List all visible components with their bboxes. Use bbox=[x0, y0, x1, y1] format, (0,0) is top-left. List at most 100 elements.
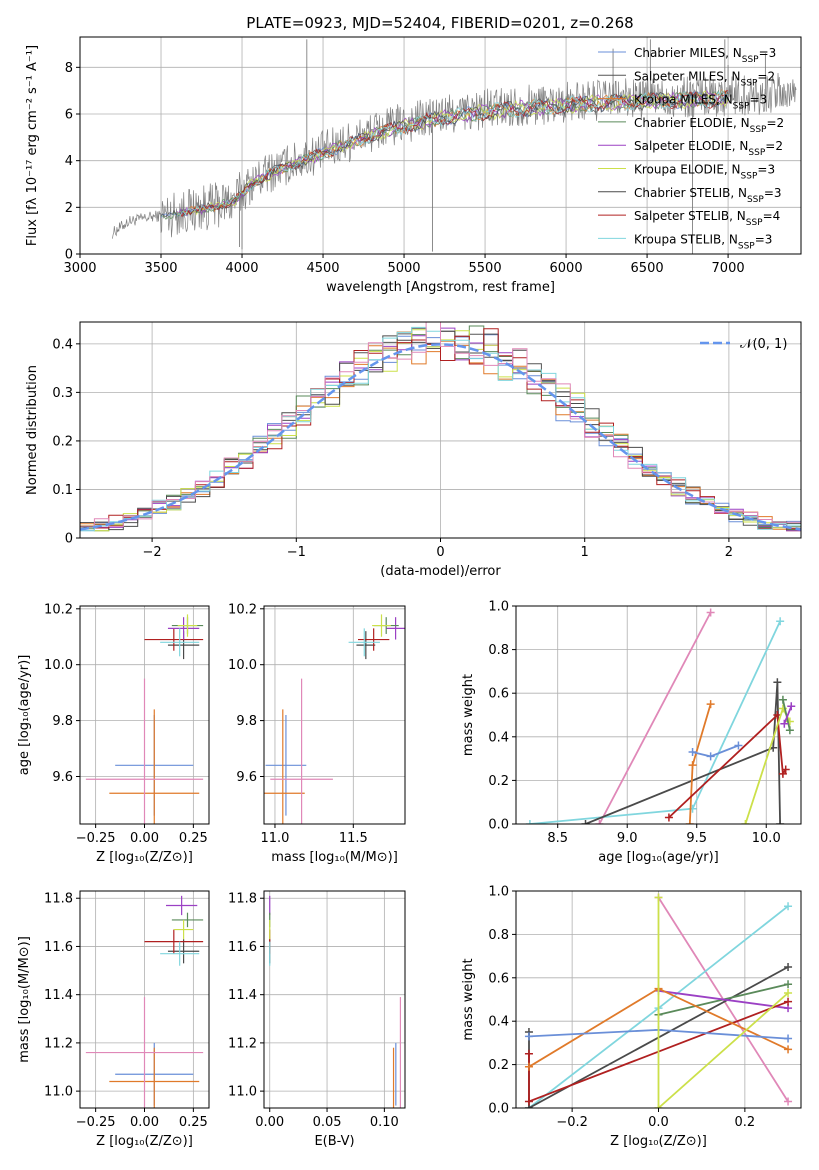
plot-area bbox=[85, 614, 204, 824]
model-spectrum bbox=[177, 89, 729, 216]
y-tick-label: 11.2 bbox=[228, 1036, 257, 1051]
plot-area bbox=[112, 39, 797, 254]
y-tick-label: 11.2 bbox=[44, 1036, 73, 1051]
data-point-marker bbox=[706, 752, 715, 761]
y-tick-label: 0.3 bbox=[52, 386, 73, 401]
chart-residuals: −2 −1 0 1 2 0 0.1 0.2 0.3 0.4 (data-model)/error No… bbox=[25, 321, 802, 579]
y-tick-label: 11.6 bbox=[44, 940, 73, 955]
data-point-marker bbox=[706, 700, 715, 709]
data-point-marker bbox=[787, 702, 796, 711]
x-tick-label: 0.2 bbox=[735, 1115, 756, 1130]
data-point-marker bbox=[741, 820, 750, 824]
data-point-marker bbox=[688, 761, 697, 770]
axes-frame bbox=[79, 36, 802, 255]
plot-area bbox=[524, 893, 793, 1108]
chart-mass_vs_EBV: 0.00 0.05 0.10 11.0 11.2 11.4 11.6 11.8 E(B-V) bbox=[228, 890, 406, 1149]
y-tick-label: 4 bbox=[65, 154, 73, 169]
y-tick-label: 0.4 bbox=[488, 730, 509, 745]
y-tick-label: 0.0 bbox=[488, 1102, 509, 1117]
data-point-marker bbox=[524, 1032, 533, 1041]
data-point-marker bbox=[780, 719, 789, 728]
y-tick-label: 8 bbox=[65, 61, 73, 76]
plot-area bbox=[525, 608, 796, 824]
data-point-marker bbox=[776, 617, 785, 626]
y-tick-label: 1.0 bbox=[488, 885, 509, 900]
mass-weight-line bbox=[744, 706, 791, 824]
x-tick-label: 0.00 bbox=[255, 1115, 284, 1130]
x-axis-label: (data-model)/error bbox=[380, 564, 501, 579]
data-point-marker bbox=[685, 820, 694, 824]
x-tick-label: 11.0 bbox=[260, 831, 289, 846]
data-point-marker bbox=[784, 988, 793, 997]
x-tick-label: 0.10 bbox=[370, 1115, 399, 1130]
x-axis-label: age [log₁₀(age/yr)] bbox=[598, 850, 719, 865]
x-tick-label: 0.0 bbox=[648, 1115, 669, 1130]
observed-spectrum bbox=[112, 72, 797, 239]
y-tick-label: 0.2 bbox=[488, 774, 509, 789]
y-tick-label: 0 bbox=[65, 532, 73, 547]
chart-age_vs_mass: 11.0 11.5 9.6 9.8 10.0 10.2 mass [log₁₀(M/M⊙)] bbox=[228, 602, 406, 865]
data-point-marker bbox=[784, 962, 793, 971]
legend-label: Kroupa ELODIE, NSSP=3 bbox=[634, 163, 775, 182]
data-point-marker bbox=[524, 1049, 533, 1058]
axes-frame bbox=[79, 605, 210, 825]
x-tick-label: 0.25 bbox=[179, 1115, 208, 1130]
x-tick-label: 6500 bbox=[631, 261, 664, 276]
legend-label: Kroupa STELIB, NSSP=3 bbox=[634, 232, 772, 251]
x-tick-label: −1 bbox=[287, 545, 306, 560]
x-tick-label: 0 bbox=[436, 545, 444, 560]
x-tick-label: 7000 bbox=[712, 261, 745, 276]
mass-weight-line bbox=[783, 705, 793, 725]
mass-weight-line bbox=[668, 713, 787, 819]
axes-frame bbox=[79, 321, 802, 539]
legend-label: Salpeter STELIB, NSSP=4 bbox=[634, 209, 780, 228]
data-point-marker bbox=[654, 1104, 663, 1108]
y-tick-label: 0.6 bbox=[488, 971, 509, 986]
x-tick-label: 2 bbox=[725, 545, 733, 560]
data-point-marker bbox=[784, 1045, 793, 1054]
data-point-marker bbox=[784, 997, 793, 1006]
x-axis-label: Z [log₁₀(Z/Z⊙)] bbox=[96, 1134, 193, 1149]
data-point-marker bbox=[785, 726, 794, 735]
y-tick-label: 0.8 bbox=[488, 643, 509, 658]
x-tick-label: 3500 bbox=[144, 261, 177, 276]
y-tick-label: 9.8 bbox=[52, 714, 73, 729]
y-tick-label: 11.4 bbox=[44, 988, 73, 1003]
y-axis-label: Flux [fλ 10⁻¹⁷ erg cm⁻² s⁻¹ A⁻¹] bbox=[25, 45, 40, 246]
x-axis-label: Z [log₁₀(Z/Z⊙)] bbox=[610, 1134, 707, 1149]
y-tick-label: 9.8 bbox=[236, 714, 257, 729]
chart-mass_vs_Z: −0.25 0.00 0.25 11.0 11.2 11.4 11.6 11.8 Z [log₁… bbox=[17, 890, 210, 1149]
plot-area bbox=[269, 895, 402, 1108]
y-tick-label: 0.8 bbox=[488, 928, 509, 943]
x-axis-label: wavelength [Angstrom, rest frame] bbox=[326, 280, 555, 295]
x-tick-label: −0.25 bbox=[76, 1115, 116, 1130]
x-tick-label: 5000 bbox=[387, 261, 420, 276]
x-tick-label: 0.00 bbox=[130, 831, 159, 846]
x-tick-label: 4000 bbox=[225, 261, 258, 276]
y-tick-label: 11.0 bbox=[228, 1085, 257, 1100]
y-tick-label: 0.4 bbox=[488, 1015, 509, 1030]
y-axis-label: Normed distribution bbox=[25, 365, 40, 495]
plot-area bbox=[80, 322, 801, 532]
chart-massweight_vs_Z: −0.2 0.0 0.2 0.0 0.2 0.4 0.6 0.8 1.0 Z [log₁₀(Z/Z… bbox=[461, 885, 802, 1149]
data-point-marker bbox=[734, 741, 743, 750]
chart-spectrum: 3000 3500 4000 4500 5000 5500 6000 6500 7000 0 2 4 6… bbox=[25, 36, 802, 295]
data-point-marker bbox=[654, 893, 663, 902]
axes-frame bbox=[79, 890, 210, 1109]
legend-label: Chabrier MILES, NSSP=3 bbox=[634, 46, 776, 65]
data-point-marker bbox=[778, 769, 787, 778]
x-tick-label: 10.0 bbox=[752, 831, 781, 846]
x-tick-label: 1 bbox=[581, 545, 589, 560]
data-point-marker bbox=[595, 820, 604, 824]
data-point-marker bbox=[688, 748, 697, 757]
data-point-marker bbox=[525, 820, 534, 824]
mass-weight-line bbox=[529, 620, 781, 824]
mass-weight-line bbox=[692, 744, 739, 758]
mass-weight-line bbox=[585, 682, 781, 824]
x-axis-label: mass [log₁₀(M/M⊙)] bbox=[271, 850, 398, 865]
x-tick-label: −0.2 bbox=[556, 1115, 588, 1130]
y-tick-label: 1.0 bbox=[488, 600, 509, 615]
y-tick-label: 0.0 bbox=[488, 818, 509, 833]
y-tick-label: 11.8 bbox=[228, 892, 257, 907]
